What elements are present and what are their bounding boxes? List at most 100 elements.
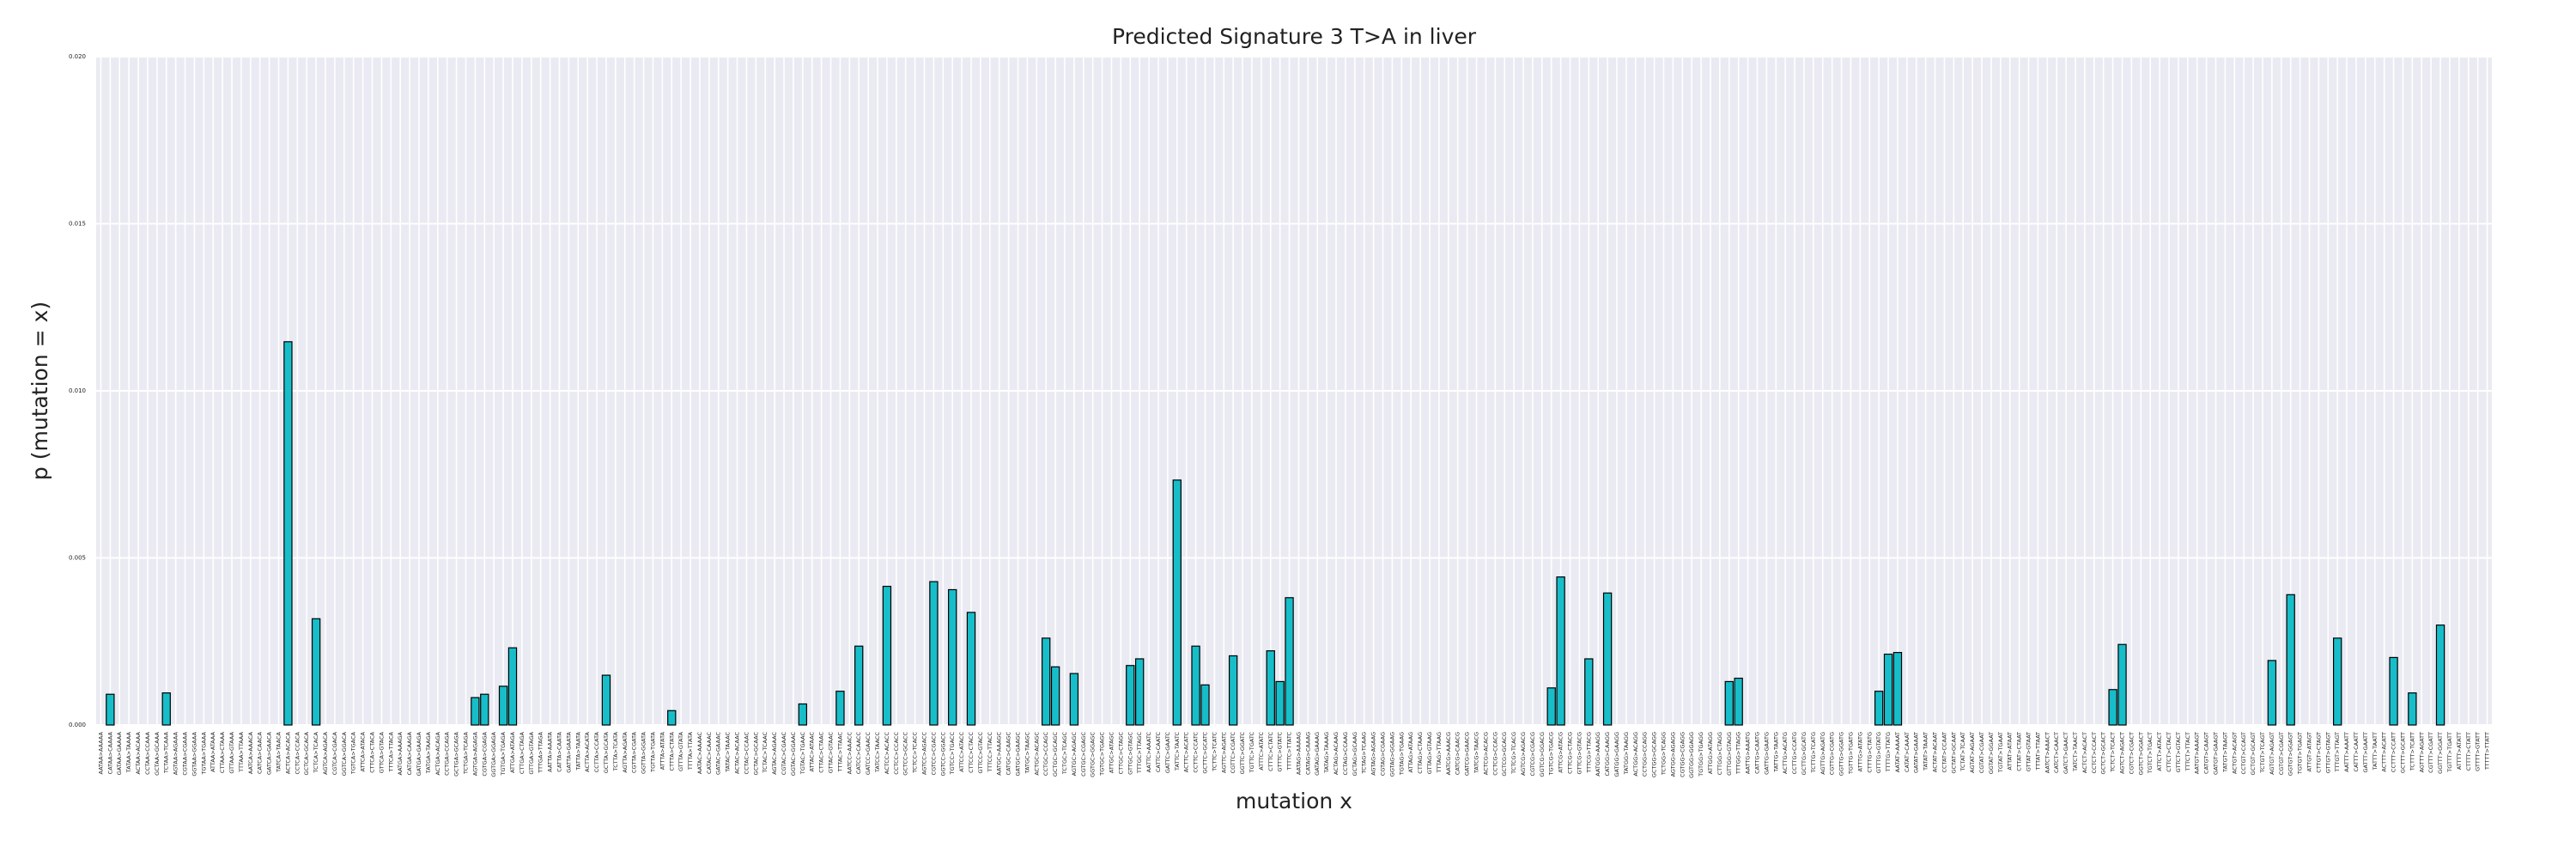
- x-tick-label: GTTTA>GTATA: [677, 731, 684, 771]
- x-tick-label: TTTCT>TTACT: [2184, 732, 2191, 771]
- x-tick-label: TTTAG>TTAAG: [1436, 732, 1443, 773]
- x-tick-label: TCTTA>TCATA: [612, 731, 619, 771]
- x-tick-label: CTTGC>CTAGC: [1117, 732, 1124, 775]
- bar: [2286, 594, 2295, 726]
- x-tick-label: ATTCC>ATACC: [958, 732, 965, 772]
- x-tick-label: AATGC>AAAGC: [996, 732, 1003, 776]
- bar: [1285, 597, 1294, 726]
- x-tick-label: CCTCT>CCACT: [2091, 732, 2098, 774]
- x-tick-label: GGTGG>GGAGG: [1688, 732, 1695, 778]
- x-tick-label: ATTAT>ATAAT: [2007, 732, 2014, 771]
- x-tick-label: CTTAT>CTAAT: [2016, 732, 2023, 771]
- x-tick-label: CCTTG>CCATG: [1791, 732, 1798, 774]
- x-tick-label: TATAG>TAAAG: [1323, 732, 1330, 774]
- bar: [161, 692, 171, 726]
- x-tick-label: TGTTT>TGATT: [2446, 732, 2453, 773]
- x-tick-label: GGTGT>GGAGT: [2287, 732, 2294, 776]
- bar: [1556, 576, 1565, 726]
- x-tick-label: CGTGC>CGAGC: [1080, 732, 1087, 777]
- x-tick-label: GATGG>GAAGG: [1613, 732, 1620, 777]
- x-tick-label: CCTGA>CCAGA: [444, 731, 451, 775]
- x-tick-label: TCTAT>TCAAT: [1959, 732, 1966, 772]
- x-tick-label: GCTAG>GCAAG: [1352, 732, 1358, 776]
- x-tick-label: CGTCG>CGACG: [1529, 732, 1536, 776]
- x-tick-label: GATCA>GAACA: [266, 731, 273, 775]
- x-tick-label: TGTCT>TGACT: [2147, 732, 2154, 774]
- bar: [2435, 624, 2445, 726]
- x-tick-label: TGTAT>TGAAT: [1997, 732, 2004, 773]
- x-tick-label: GCTCG>GCACG: [1501, 732, 1508, 777]
- x-tick-label: GTTAA>GTAAA: [228, 731, 235, 773]
- x-tick-label: GTTGA>GTAGA: [528, 731, 535, 774]
- x-tick-label: CGTGA>CGAGA: [481, 731, 488, 776]
- x-tick-label: CATGT>CAAGT: [2203, 732, 2210, 774]
- x-tick-label: CGTAC>CGAAC: [781, 732, 787, 776]
- x-tick-label: GGTGC>GGAGC: [1090, 732, 1097, 777]
- x-tick-label: CTTTC>CTATC: [1267, 732, 1274, 771]
- x-tick-label: TTTGC>TTAGC: [1136, 732, 1143, 774]
- x-tick-label: GCTGT>GCAGT: [2250, 732, 2257, 775]
- x-tick-label: TGTTG>TGATG: [1847, 732, 1854, 775]
- x-tick-label: CTTTA>CTATA: [668, 731, 675, 771]
- x-axis-label: mutation x: [1236, 789, 1352, 813]
- x-tick-label: TTTTG>TTATG: [1885, 732, 1892, 772]
- x-tick-label: TGTAC>TGAAC: [799, 732, 806, 776]
- x-tick-label: TCTGG>TCAGG: [1660, 732, 1667, 776]
- x-tick-label: GATAC>GAAAC: [715, 732, 722, 775]
- x-tick-label: CATCT>CAACT: [2053, 732, 2060, 773]
- x-tick-label: TATAT>TAAAT: [1923, 732, 1929, 771]
- bar: [601, 674, 611, 726]
- bar: [1069, 673, 1079, 726]
- x-tick-label: ACTAA>ACAAA: [135, 731, 142, 774]
- x-tick-label: GGTTC>GGATC: [1239, 732, 1246, 775]
- x-tick-label: GTTTG>GTATG: [1875, 732, 1882, 773]
- x-tick-label: GGTAC>GGAAC: [790, 732, 797, 777]
- x-tick-label: TATTA>TAATA: [574, 731, 581, 771]
- bar: [311, 618, 321, 726]
- x-tick-label: TATCA>TAACA: [276, 731, 283, 772]
- y-axis-label: p (mutation = x): [27, 302, 52, 480]
- bar: [2389, 656, 2398, 726]
- x-tick-label: TATGT>TAAGT: [2221, 732, 2228, 773]
- x-tick-label: AGTTA>AGATA: [622, 731, 629, 772]
- x-tick-label: AGTAT>AGAAT: [1969, 732, 1976, 773]
- x-tick-label: CCTCC>CCACC: [893, 732, 900, 775]
- x-tick-label: TATAA>TAAAA: [125, 731, 132, 773]
- bar: [1724, 680, 1734, 726]
- x-tick-label: AGTTT>AGATT: [2418, 732, 2425, 772]
- x-tick-label: TATGG>TAAGG: [1623, 732, 1630, 775]
- x-tick-label: AGTAA>AGAAA: [173, 731, 179, 775]
- x-tick-label: AGTGT>AGAGT: [2269, 732, 2275, 775]
- x-tick-label: CCTAA>CCAAA: [144, 731, 151, 774]
- x-tick-label: AATTG>AAATG: [1745, 732, 1752, 774]
- x-tick-label: AGTGG>AGAGG: [1669, 732, 1676, 777]
- x-tick-label: CTTGG>CTAGG: [1716, 732, 1723, 775]
- x-tick-label: ACTCA>ACACA: [284, 731, 291, 774]
- x-tick-label: AATGT>AAAGT: [2194, 732, 2201, 774]
- x-tick-label: CGTAA>CGAAA: [182, 731, 189, 775]
- bar: [1266, 650, 1275, 726]
- x-tick-label: TGTCA>TGACA: [350, 731, 357, 775]
- x-tick-label: TATAC>TAAAC: [725, 732, 732, 773]
- x-tick-label: CGTAT>CGAAT: [1978, 732, 1985, 773]
- bar: [1734, 677, 1743, 726]
- x-tick-label: AGTCA>AGACA: [322, 731, 329, 774]
- x-tick-label: CATTC>CAATC: [1155, 732, 1162, 773]
- bar: [882, 585, 892, 726]
- x-tick-label: CCTAG>CCAAG: [1342, 732, 1349, 775]
- x-tick-label: TATCG>TAACG: [1473, 732, 1480, 774]
- x-tick-label: GCTAC>GCAAC: [752, 732, 759, 776]
- x-tick-label: CATTT>CAATT: [2353, 732, 2360, 772]
- x-tick-label: AATCG>AAACG: [1445, 732, 1452, 775]
- x-tick-label: TCTAC>TCAAC: [762, 732, 769, 774]
- x-tick-label: GCTTG>GCATG: [1801, 732, 1807, 775]
- bar: [2267, 660, 2277, 726]
- x-tick-label: CTTTG>CTATG: [1866, 732, 1873, 773]
- x-tick-label: CTTCG>CTACG: [1567, 732, 1574, 774]
- bar: [1200, 684, 1210, 726]
- x-tick-label: GCTGC>GCAGC: [1052, 732, 1059, 777]
- x-tick-label: ACTGT>ACAGT: [2231, 732, 2238, 774]
- x-tick-label: CTTCA>CTACA: [369, 731, 376, 772]
- x-tick-label: GATTG>GAATG: [1763, 732, 1770, 775]
- bar: [1893, 651, 1903, 726]
